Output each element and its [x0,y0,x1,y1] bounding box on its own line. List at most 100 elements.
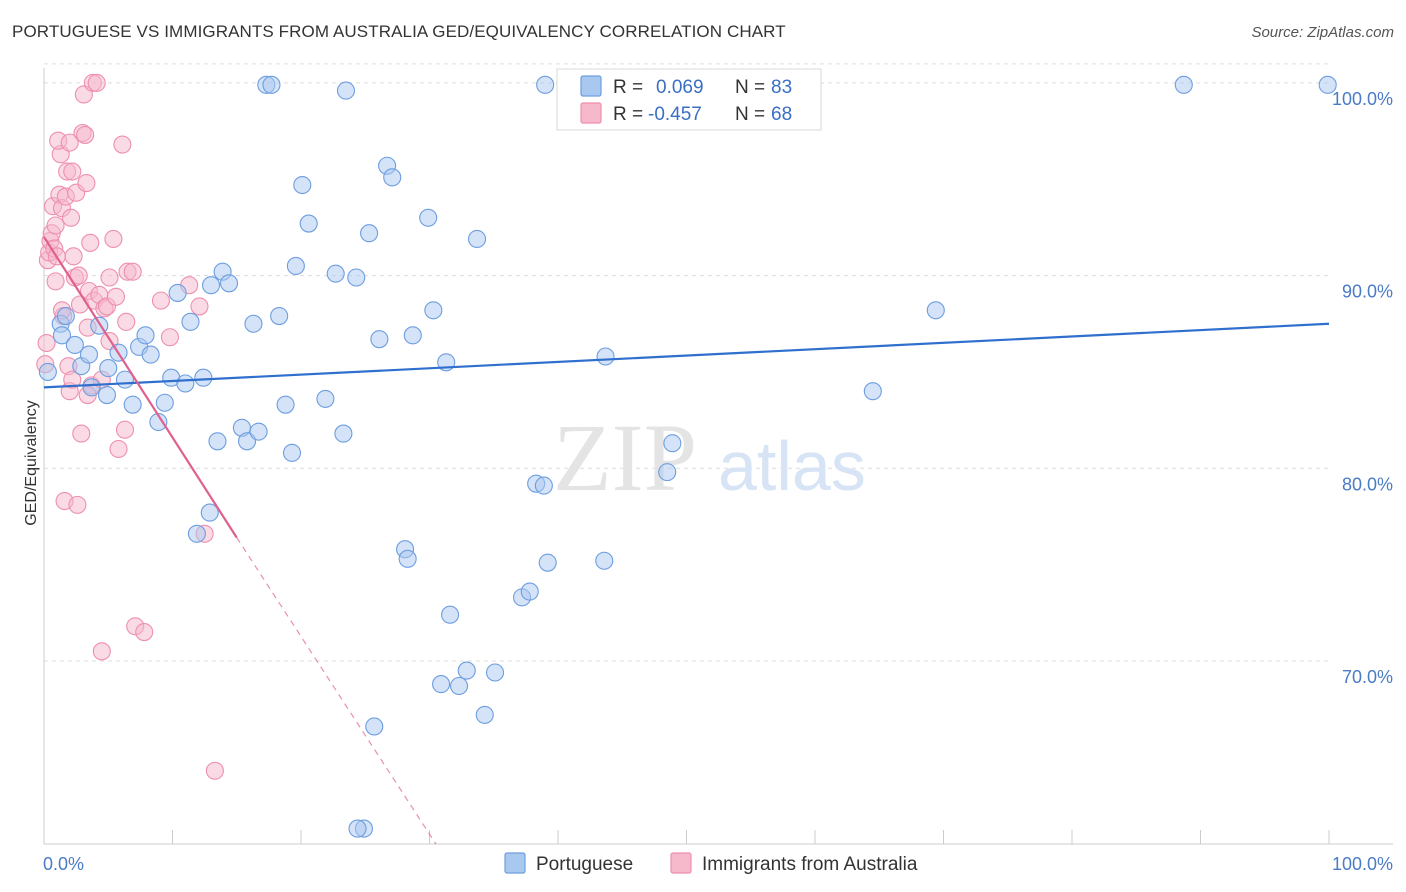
portuguese-point-58 [432,675,451,694]
axes [43,68,1393,845]
portuguese-points [38,75,1337,838]
immigrants-trend-line [43,236,238,539]
immigrants-point-55 [190,297,209,316]
portuguese-point-78 [863,382,882,401]
portuguese-point-32 [244,314,263,333]
immigrants-point-57 [205,761,224,780]
portuguese-point-45 [336,81,356,100]
portuguese-point-69 [534,476,553,495]
portuguese-point-26 [202,276,221,295]
immigrants-point-25 [69,266,88,285]
stats-legend: R = 0.069 N = 83 R = -0.457 N = 68 [556,68,822,131]
legend-n-value-immigrants: 68 [771,104,792,125]
portuguese-point-76 [663,434,682,453]
legend-swatch-portuguese [580,75,602,97]
portuguese-point-62 [457,661,476,680]
immigrants-point-24 [68,495,87,514]
x-tick-label-max: 100.0% [1332,854,1393,874]
portuguese-point-52 [383,168,402,187]
immigrants-point-27 [72,424,91,443]
watermark: ZIP atlas [553,404,866,511]
portuguese-point-60 [441,605,460,624]
immigrants-point-47 [113,135,132,154]
portuguese-point-43 [326,264,345,283]
chart-title: PORTUGUESE VS IMMIGRANTS FROM AUSTRALIA … [12,22,786,41]
legend-swatch-immigrants [580,102,602,124]
portuguese-point-33 [249,422,268,441]
portuguese-point-55 [403,326,422,345]
legend-r-label-portuguese: R = [613,77,643,98]
portuguese-point-0 [38,362,57,381]
source-label: Source: ZipAtlas.com [1251,24,1394,41]
portuguese-point-7 [82,378,101,397]
portuguese-point-50 [370,330,389,349]
bottom-legend-label-immigrants: Immigrants from Australia [702,854,918,875]
portuguese-point-4 [65,335,84,355]
watermark-atlas: atlas [718,427,866,505]
immigrants-point-62 [46,272,65,291]
portuguese-point-23 [187,524,206,543]
portuguese-point-31 [237,432,257,451]
y-axis-title: GED/Equivalency [23,400,40,525]
immigrants-point-8 [46,216,65,235]
portuguese-point-27 [208,432,227,451]
portuguese-point-72 [595,551,614,570]
portuguese-point-20 [168,283,187,302]
grid-lines [44,63,1329,662]
x-tick-label-min: 0.0% [43,854,84,874]
portuguese-point-70 [538,553,557,572]
y-tick-label-3: 100.0% [1332,89,1393,109]
immigrants-point-51 [135,622,154,642]
portuguese-point-73 [596,347,615,366]
portuguese-point-71 [536,75,555,94]
portuguese-point-61 [450,676,469,696]
immigrants-point-1 [37,333,56,353]
portuguese-point-6 [79,345,99,364]
portuguese-point-79 [926,301,945,320]
portuguese-point-36 [270,306,289,326]
immigrants-point-30 [76,125,95,144]
immigrants-point-58 [123,262,142,281]
portuguese-point-37 [276,395,295,414]
immigrants-point-66 [117,312,136,331]
immigrants-point-59 [92,642,111,661]
immigrants-point-52 [151,291,170,310]
bottom-legend-swatch-immigrants [670,852,692,874]
portuguese-point-3 [56,306,75,326]
portuguese-point-75 [658,463,677,482]
immigrants-point-43 [100,268,119,287]
legend-n-value-portuguese: 83 [771,77,792,98]
immigrants-point-46 [109,439,128,459]
portuguese-point-46 [347,268,366,287]
portuguese-point-21 [176,374,195,393]
immigrants-point-67 [63,370,82,389]
immigrants-point-38 [87,73,106,92]
portuguese-point-44 [334,424,353,443]
legend-r-value-portuguese: 0.069 [656,77,704,98]
portuguese-point-57 [424,301,443,320]
portuguese-point-64 [475,705,494,724]
immigrants-point-45 [106,287,126,306]
portuguese-point-25 [200,503,219,522]
portuguese-point-82 [348,819,367,838]
portuguese-point-65 [485,663,505,682]
portuguese-point-24 [194,368,213,387]
portuguese-point-80 [1174,75,1193,94]
portuguese-point-48 [360,224,379,243]
immigrants-point-21 [64,247,83,266]
immigrants-point-44 [104,229,123,249]
portuguese-point-9 [97,385,117,405]
bottom-legend-label-portuguese: Portuguese [536,854,633,875]
legend-n-label-portuguese: N = [735,77,765,98]
legend-r-label-immigrants: R = [613,104,643,125]
immigrants-point-19 [61,208,81,227]
portuguese-point-56 [419,208,438,227]
immigrants-point-48 [115,420,135,439]
portuguese-point-63 [467,229,487,249]
portuguese-point-39 [286,256,305,276]
immigrants-point-34 [81,233,100,252]
portuguese-trend-line [43,322,1330,389]
immigrants-point-61 [60,133,79,152]
y-tick-label-0: 70.0% [1342,667,1393,687]
